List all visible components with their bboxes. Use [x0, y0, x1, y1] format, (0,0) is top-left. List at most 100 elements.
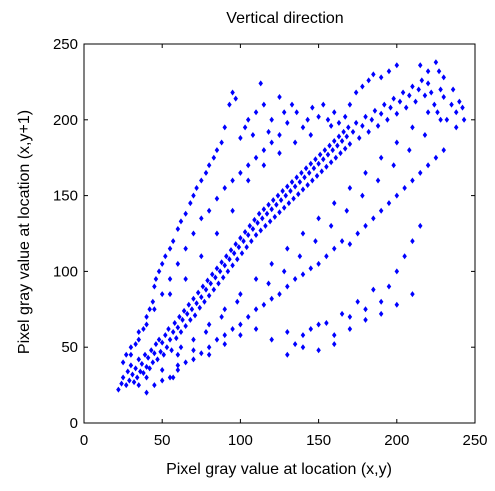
data-point [136, 329, 141, 336]
data-point [123, 351, 129, 358]
data-point [321, 101, 326, 108]
data-point [324, 253, 329, 260]
data-point [238, 291, 243, 298]
data-point [336, 133, 342, 140]
data-point [136, 356, 141, 363]
data-point [159, 291, 165, 298]
data-point [314, 172, 320, 179]
data-point [366, 77, 371, 84]
data-point [386, 283, 392, 290]
data-point [347, 141, 353, 148]
data-point [269, 139, 274, 146]
data-point [347, 185, 353, 192]
data-point [460, 104, 465, 111]
data-point [375, 122, 381, 129]
data-point [152, 350, 157, 357]
data-point [425, 162, 431, 169]
data-point [192, 312, 198, 319]
data-point [222, 262, 228, 269]
data-point [261, 206, 267, 213]
data-point [211, 286, 217, 293]
data-point [244, 244, 249, 251]
data-point [152, 283, 157, 290]
data-point [317, 151, 323, 158]
data-point [382, 101, 387, 108]
data-point [175, 362, 181, 369]
data-point [222, 341, 228, 348]
data-point [433, 59, 439, 66]
data-point [331, 245, 337, 252]
data-point [238, 332, 243, 339]
data-point [418, 222, 423, 229]
data-point [239, 250, 245, 257]
data-point [453, 124, 459, 131]
data-point [308, 265, 314, 272]
data-point [342, 113, 348, 120]
data-point [419, 77, 425, 84]
data-point [177, 313, 182, 320]
data-point [416, 86, 421, 93]
data-point [175, 225, 181, 232]
x-tick-label: 0 [80, 432, 88, 449]
data-point [277, 131, 282, 138]
data-point [277, 209, 282, 216]
data-point [277, 291, 282, 298]
data-point [144, 389, 149, 396]
data-point [242, 228, 248, 235]
data-point [339, 238, 345, 245]
data-point [449, 101, 454, 108]
data-point [170, 238, 176, 245]
data-point [233, 241, 238, 248]
data-point [269, 336, 274, 343]
data-point [197, 304, 202, 311]
data-point [328, 222, 334, 229]
data-point [457, 98, 462, 105]
data-point [331, 138, 337, 145]
x-tick-label: 100 [228, 432, 253, 449]
data-point [308, 131, 314, 138]
data-point [283, 192, 289, 199]
data-point [213, 274, 218, 281]
data-point [200, 283, 206, 290]
data-point [394, 110, 400, 117]
data-point [378, 74, 384, 81]
data-point [336, 119, 342, 126]
data-point [313, 156, 318, 163]
data-point [338, 150, 343, 157]
data-point [394, 301, 400, 308]
axes: 0 50 100 150 200 250 0 50 100 150 200 250 [53, 36, 488, 449]
data-point [167, 374, 173, 381]
data-point [269, 116, 274, 123]
data-point [199, 294, 204, 301]
data-point [266, 128, 271, 135]
data-point [294, 109, 299, 116]
data-point [241, 238, 246, 245]
data-point [371, 286, 376, 293]
data-point [294, 174, 299, 181]
y-tick-label: 50 [61, 339, 78, 356]
data-point [167, 291, 173, 298]
data-point [278, 197, 284, 204]
data-point [203, 169, 209, 176]
data-point [386, 200, 392, 207]
data-point [167, 245, 173, 252]
data-point [330, 147, 335, 154]
data-point [175, 366, 181, 373]
data-point [159, 366, 165, 373]
data-point [310, 177, 315, 184]
data-point [344, 133, 350, 140]
data-point [214, 230, 220, 237]
data-point [300, 186, 306, 193]
data-point [394, 192, 400, 199]
data-point [152, 382, 157, 389]
data-point [444, 116, 450, 123]
data-point [127, 377, 132, 384]
data-point [331, 341, 337, 348]
data-point [183, 275, 188, 282]
data-point [183, 359, 188, 366]
x-axis-label: Pixel gray value at location (x,y) [166, 461, 392, 478]
data-point [316, 113, 321, 120]
x-tick-label: 150 [306, 432, 331, 449]
data-point [163, 332, 168, 339]
data-point [224, 253, 229, 260]
